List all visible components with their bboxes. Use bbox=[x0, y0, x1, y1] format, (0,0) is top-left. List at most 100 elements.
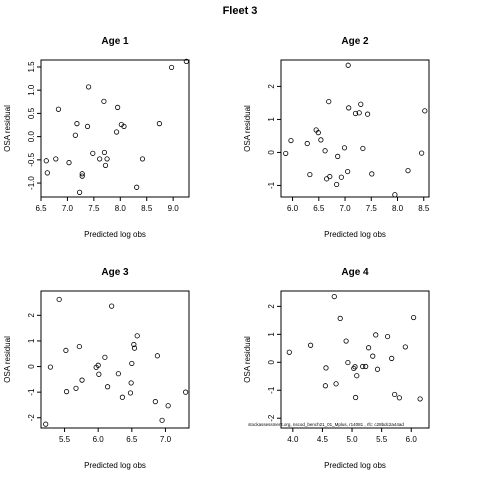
y-axis-label: OSA residual bbox=[3, 105, 12, 152]
plot-frame bbox=[280, 59, 430, 198]
y-tick-label: 2 bbox=[267, 304, 276, 309]
data-point bbox=[304, 140, 310, 147]
data-point bbox=[422, 108, 428, 114]
data-point bbox=[323, 365, 329, 371]
y-tick-label: 1.5 bbox=[27, 61, 36, 73]
x-axis-label: Predicted log obs bbox=[84, 461, 146, 470]
data-point bbox=[322, 383, 328, 389]
data-point bbox=[307, 171, 313, 178]
y-tick-label: 0 bbox=[267, 360, 276, 365]
data-point bbox=[90, 150, 96, 156]
data-point bbox=[389, 355, 395, 361]
x-tick-label: 5.0 bbox=[346, 435, 358, 444]
data-point bbox=[128, 380, 134, 386]
data-point bbox=[131, 341, 137, 348]
data-point bbox=[115, 104, 121, 110]
y-tick-label: 0 bbox=[27, 364, 36, 369]
data-point bbox=[63, 389, 70, 395]
data-point bbox=[102, 354, 108, 360]
panel-title: Age 2 bbox=[341, 36, 369, 47]
data-point bbox=[384, 333, 391, 340]
data-point bbox=[315, 130, 321, 136]
data-point bbox=[363, 363, 369, 370]
data-point bbox=[402, 344, 408, 350]
data-point bbox=[392, 391, 398, 398]
y-tick-label: -1 bbox=[267, 181, 276, 189]
data-point bbox=[72, 132, 78, 138]
y-axis-label: OSA residual bbox=[243, 336, 252, 383]
data-point bbox=[165, 403, 171, 409]
data-point bbox=[405, 167, 411, 174]
data-point bbox=[338, 174, 344, 180]
y-tick-label: 1 bbox=[267, 332, 276, 337]
watermark-text: stockassessment.org, nscod_bench21_01_Mp… bbox=[248, 422, 404, 427]
data-point bbox=[364, 111, 371, 117]
data-point bbox=[119, 394, 126, 400]
data-point bbox=[360, 363, 366, 370]
data-point bbox=[183, 58, 189, 64]
panel-age-4: Age 4 4.0 4.5 5.0 5.5 6.0 -2 -1 0 1 2 Predicted log… bbox=[243, 267, 430, 470]
y-tick-label: -0.5 bbox=[27, 152, 36, 166]
x-tick-label: 8.0 bbox=[115, 204, 127, 213]
data-point bbox=[43, 158, 49, 164]
data-point bbox=[419, 150, 425, 156]
data-point bbox=[79, 377, 85, 383]
data-point bbox=[44, 170, 50, 176]
data-point bbox=[343, 338, 349, 344]
x-tick-label: 6.5 bbox=[126, 435, 138, 444]
data-point bbox=[56, 296, 62, 303]
y-tick-label: 0.0 bbox=[27, 131, 36, 143]
x-tick-label: 6.5 bbox=[313, 204, 325, 213]
plot-frame bbox=[40, 59, 190, 198]
data-point bbox=[43, 421, 49, 427]
data-point bbox=[121, 123, 127, 130]
data-point bbox=[354, 373, 360, 379]
x-tick-label: 5.5 bbox=[59, 435, 71, 444]
panel-title: Age 1 bbox=[101, 36, 129, 47]
data-point bbox=[183, 389, 189, 395]
data-point bbox=[113, 129, 120, 135]
data-point bbox=[283, 150, 289, 157]
data-point bbox=[345, 62, 351, 68]
y-tick-label: 2 bbox=[27, 313, 36, 318]
data-point bbox=[134, 333, 140, 339]
data-point bbox=[373, 332, 379, 338]
data-point bbox=[152, 399, 158, 405]
panel-age-1: Age 1 6.5 7.0 7.5 8.0 8.5 9.0 -1.0 -0.5 0.0 0.5 1.0… bbox=[3, 36, 190, 239]
data-point bbox=[366, 345, 372, 351]
data-point bbox=[139, 156, 146, 162]
figure-title: Fleet 3 bbox=[223, 5, 258, 17]
data-point bbox=[74, 121, 80, 127]
data-point bbox=[334, 181, 340, 188]
data-point bbox=[73, 385, 79, 391]
data-point bbox=[95, 362, 101, 368]
data-point bbox=[131, 345, 138, 351]
x-tick-label: 8.5 bbox=[418, 204, 430, 213]
data-point bbox=[358, 101, 364, 107]
y-tick-label: -2 bbox=[267, 414, 276, 422]
data-point bbox=[333, 381, 339, 387]
data-point bbox=[115, 371, 121, 377]
data-point bbox=[84, 123, 91, 130]
data-point bbox=[324, 176, 330, 182]
data-point bbox=[127, 390, 134, 396]
data-point bbox=[101, 98, 107, 104]
x-tick-label: 6.5 bbox=[35, 204, 47, 213]
x-tick-label: 7.5 bbox=[88, 204, 100, 213]
data-point bbox=[96, 371, 102, 377]
data-point bbox=[102, 162, 109, 169]
data-point bbox=[370, 353, 376, 359]
x-tick-label: 7.0 bbox=[62, 204, 74, 213]
data-point bbox=[76, 343, 82, 350]
x-tick-label: 5.5 bbox=[376, 435, 388, 444]
y-tick-label: 1 bbox=[267, 117, 276, 122]
data-point bbox=[322, 148, 328, 154]
y-tick-label: 1.0 bbox=[27, 84, 36, 96]
data-point bbox=[159, 417, 165, 423]
x-axis-label: Predicted log obs bbox=[84, 230, 146, 239]
data-point bbox=[105, 384, 111, 390]
data-point bbox=[352, 364, 358, 370]
data-point bbox=[79, 171, 85, 177]
x-axis-label: Predicted log obs bbox=[324, 230, 386, 239]
data-point bbox=[352, 110, 359, 117]
